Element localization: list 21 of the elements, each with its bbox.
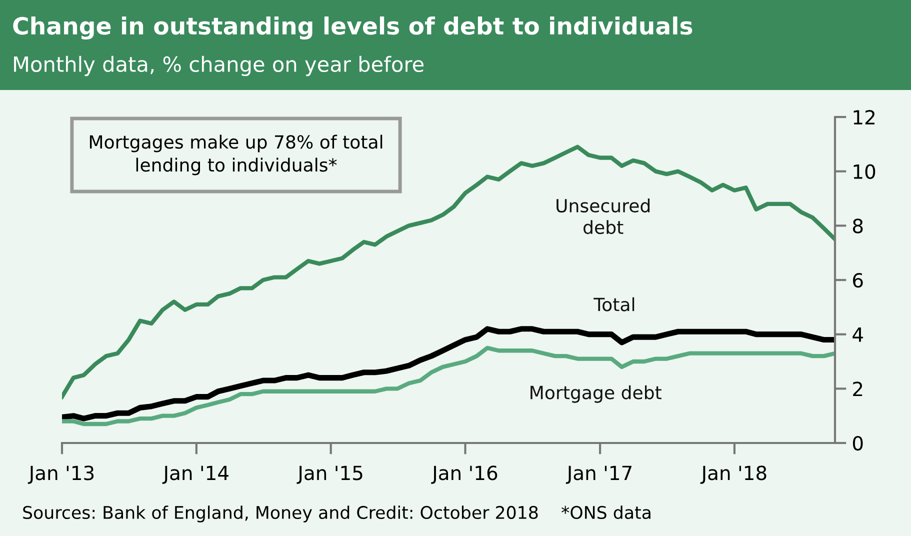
chart-title: Change in outstanding levels of debt to individuals (13, 16, 692, 40)
series-label: Mortgage debt (530, 385, 662, 403)
annotation: Mortgages make up 78% of total lending to individuals* (90, 134, 382, 176)
y-tick-label: 4 (852, 328, 863, 342)
y-tick-label: 6 (853, 272, 863, 288)
y-tick-label: 2 (853, 382, 862, 396)
source-note: Sources: Bank of England, Money and Credit: October 2018 *ONS data (23, 506, 650, 522)
x-tick-label: Jan '14 (162, 466, 228, 484)
x-tick-label: Jan '15 (296, 466, 362, 484)
series-label: Unsecured debt (556, 198, 650, 234)
line-series (62, 346, 835, 426)
chart-subtitle: Monthly data, % change on year before (14, 56, 424, 76)
y-tick-label: 0 (852, 436, 863, 451)
x-tick-label: Jan '17 (566, 466, 632, 484)
y-tick-label: 10 (854, 164, 876, 179)
x-tick-label: Jan '16 (431, 466, 498, 484)
y-tick-label: 8 (852, 218, 863, 234)
x-tick-label: Jan '18 (700, 466, 766, 484)
y-tick-label: 12 (854, 110, 874, 124)
x-tick-label: Jan '13 (28, 466, 94, 484)
series-label: Total (594, 297, 634, 312)
